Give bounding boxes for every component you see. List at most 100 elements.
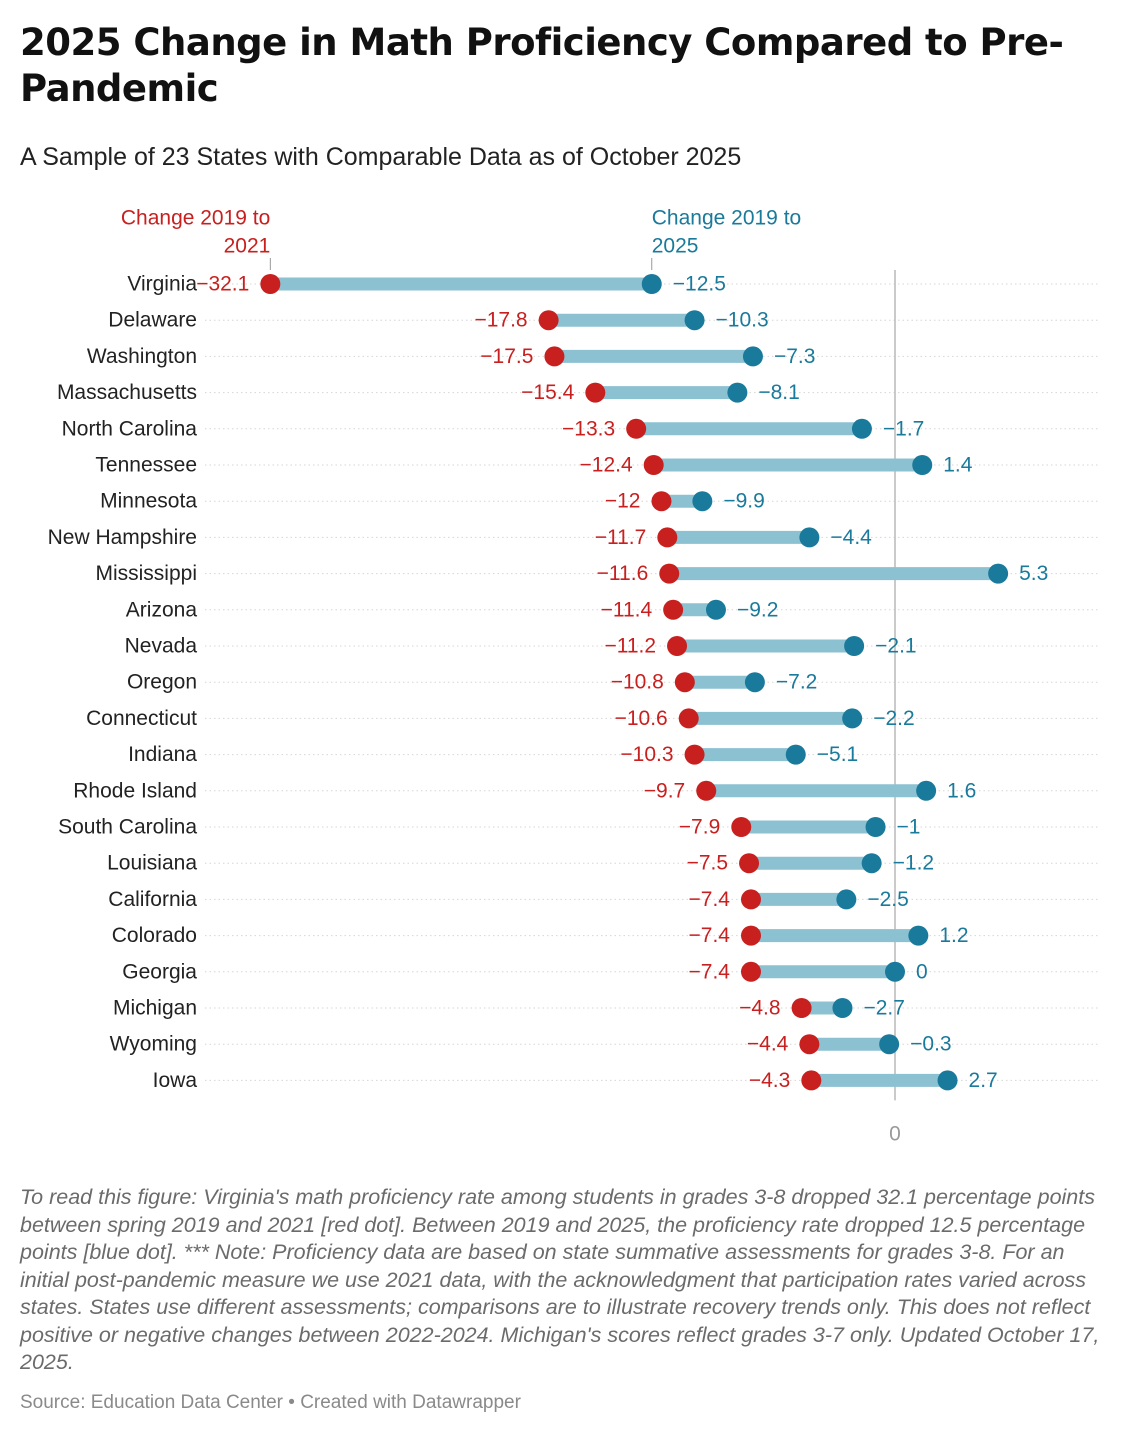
- dot-2021: [739, 853, 760, 874]
- dot-2021: [626, 418, 647, 439]
- legend-label-2021: Change 2019 to: [121, 207, 270, 230]
- state-label: Wyoming: [110, 1033, 197, 1056]
- dot-2025: [916, 780, 937, 801]
- dot-2025: [744, 672, 765, 693]
- state-label: Rhode Island: [73, 779, 197, 802]
- state-label: North Carolina: [62, 417, 198, 440]
- dot-2021: [674, 672, 695, 693]
- data-label-2021: −12: [605, 490, 641, 513]
- dot-2021: [740, 961, 761, 982]
- legend: Change 2019 to 2021 Change 2019 to 2025: [121, 207, 801, 270]
- dumbbell-chart: Change 2019 to 2021 Change 2019 to 2025 0 −…: [48, 207, 1100, 1146]
- data-label-2021: −7.9: [679, 816, 720, 839]
- state-label: Tennessee: [95, 454, 197, 477]
- state-label: Oregon: [127, 671, 197, 694]
- data-label-2021: −13.3: [562, 417, 615, 440]
- data-label-2025: −8.1: [758, 381, 799, 404]
- dot-2021: [651, 491, 672, 512]
- state-label: Michigan: [113, 997, 197, 1020]
- dot-2021: [678, 708, 699, 729]
- data-label-2025: −2.2: [873, 707, 914, 730]
- dot-2025: [836, 889, 857, 910]
- dot-2025: [842, 708, 863, 729]
- state-label: Massachusetts: [57, 381, 197, 404]
- dot-2021: [684, 744, 705, 765]
- dot-2021: [791, 998, 812, 1018]
- state-label: South Carolina: [58, 816, 197, 839]
- data-label-2025: −12.5: [673, 273, 726, 296]
- state-label: Connecticut: [86, 707, 197, 730]
- state-label: Indiana: [128, 743, 197, 766]
- dot-2021: [799, 1034, 820, 1055]
- dot-2025: [799, 527, 820, 548]
- dot-2025: [937, 1070, 958, 1091]
- data-label-2025: 1.4: [943, 454, 973, 477]
- state-label: Georgia: [122, 960, 197, 983]
- dot-2021: [667, 636, 688, 656]
- data-label-2025: −4.4: [830, 526, 872, 549]
- dot-2025: [865, 817, 886, 837]
- dot-2021: [659, 563, 680, 584]
- state-label: Mississippi: [95, 562, 197, 585]
- data-label-2021: −10.3: [620, 743, 673, 766]
- data-label-2021: −4.8: [739, 997, 780, 1020]
- dot-2021: [740, 889, 761, 910]
- source-credit: Source: Education Data Center • Created …: [20, 1392, 521, 1413]
- data-label-2021: −12.4: [580, 454, 633, 477]
- state-label: Nevada: [125, 635, 198, 658]
- dot-2021: [544, 346, 565, 367]
- state-label: California: [108, 888, 197, 911]
- data-label-2025: −9.2: [737, 598, 778, 621]
- data-label-2021: −7.4: [689, 888, 731, 911]
- data-label-2021: −9.7: [644, 779, 685, 802]
- data-label-2025: 1.2: [939, 924, 968, 947]
- dot-2025: [861, 853, 882, 874]
- data-label-2025: −7.3: [774, 345, 815, 368]
- chart-subtitle: A Sample of 23 States with Comparable Da…: [20, 143, 742, 171]
- data-label-2021: −17.8: [474, 309, 527, 332]
- state-label: New Hampshire: [48, 526, 197, 549]
- data-label-2021: −7.4: [689, 960, 731, 983]
- data-labels: −32.1 −12.5 −17.8 −10.3 −17.5 −7.3 −15.4 −8.1 −1…: [196, 273, 1048, 1092]
- dot-2025: [705, 599, 726, 620]
- state-label: Arizona: [126, 598, 198, 621]
- legend-label-2021: 2021: [224, 235, 271, 258]
- dot-2025: [908, 925, 929, 946]
- data-label-2025: 1.6: [947, 779, 976, 802]
- dot-2025: [885, 961, 905, 982]
- dot-2025: [684, 310, 705, 331]
- data-label-2021: −11.7: [595, 526, 647, 549]
- dot-2025: [641, 274, 662, 294]
- data-label-2021: −10.6: [615, 707, 668, 730]
- dot-2025: [988, 563, 1009, 584]
- data-label-2025: −2.7: [863, 997, 904, 1020]
- data-label-2025: −9.9: [723, 490, 764, 513]
- data-label-2021: −10.8: [611, 671, 664, 694]
- dot-2025: [832, 998, 853, 1018]
- data-label-2021: −15.4: [521, 381, 574, 404]
- dot-2025: [844, 636, 865, 656]
- data-label-2025: −7.2: [776, 671, 817, 694]
- data-label-2025: −1.7: [883, 417, 924, 440]
- data-label-2021: −7.5: [687, 852, 728, 875]
- reading-note: To read this figure: Virginia's math pro…: [20, 1185, 1100, 1374]
- dot-2021: [538, 310, 559, 331]
- chart-title: 2025 Change in Math Proficiency Compared…: [20, 21, 1064, 110]
- dot-2021: [696, 780, 717, 801]
- dot-2021: [731, 817, 752, 837]
- state-label: Washington: [87, 345, 197, 368]
- dot-2021: [740, 925, 761, 946]
- dot-2025: [727, 382, 748, 403]
- data-label-2021: −4.4: [747, 1033, 789, 1056]
- data-label-2025: −2.5: [867, 888, 908, 911]
- dot-2025: [851, 418, 872, 439]
- data-label-2025: −5.1: [817, 743, 858, 766]
- dot-2021: [663, 599, 684, 620]
- state-label: Minnesota: [100, 490, 197, 513]
- state-label: Virginia: [127, 273, 197, 296]
- state-labels: Virginia Delaware Washington Massachusetts N…: [48, 273, 198, 1092]
- data-label-2021: −17.5: [480, 345, 533, 368]
- dot-2025: [692, 491, 713, 512]
- data-label-2021: −32.1: [196, 273, 249, 296]
- dot-2021: [801, 1070, 822, 1091]
